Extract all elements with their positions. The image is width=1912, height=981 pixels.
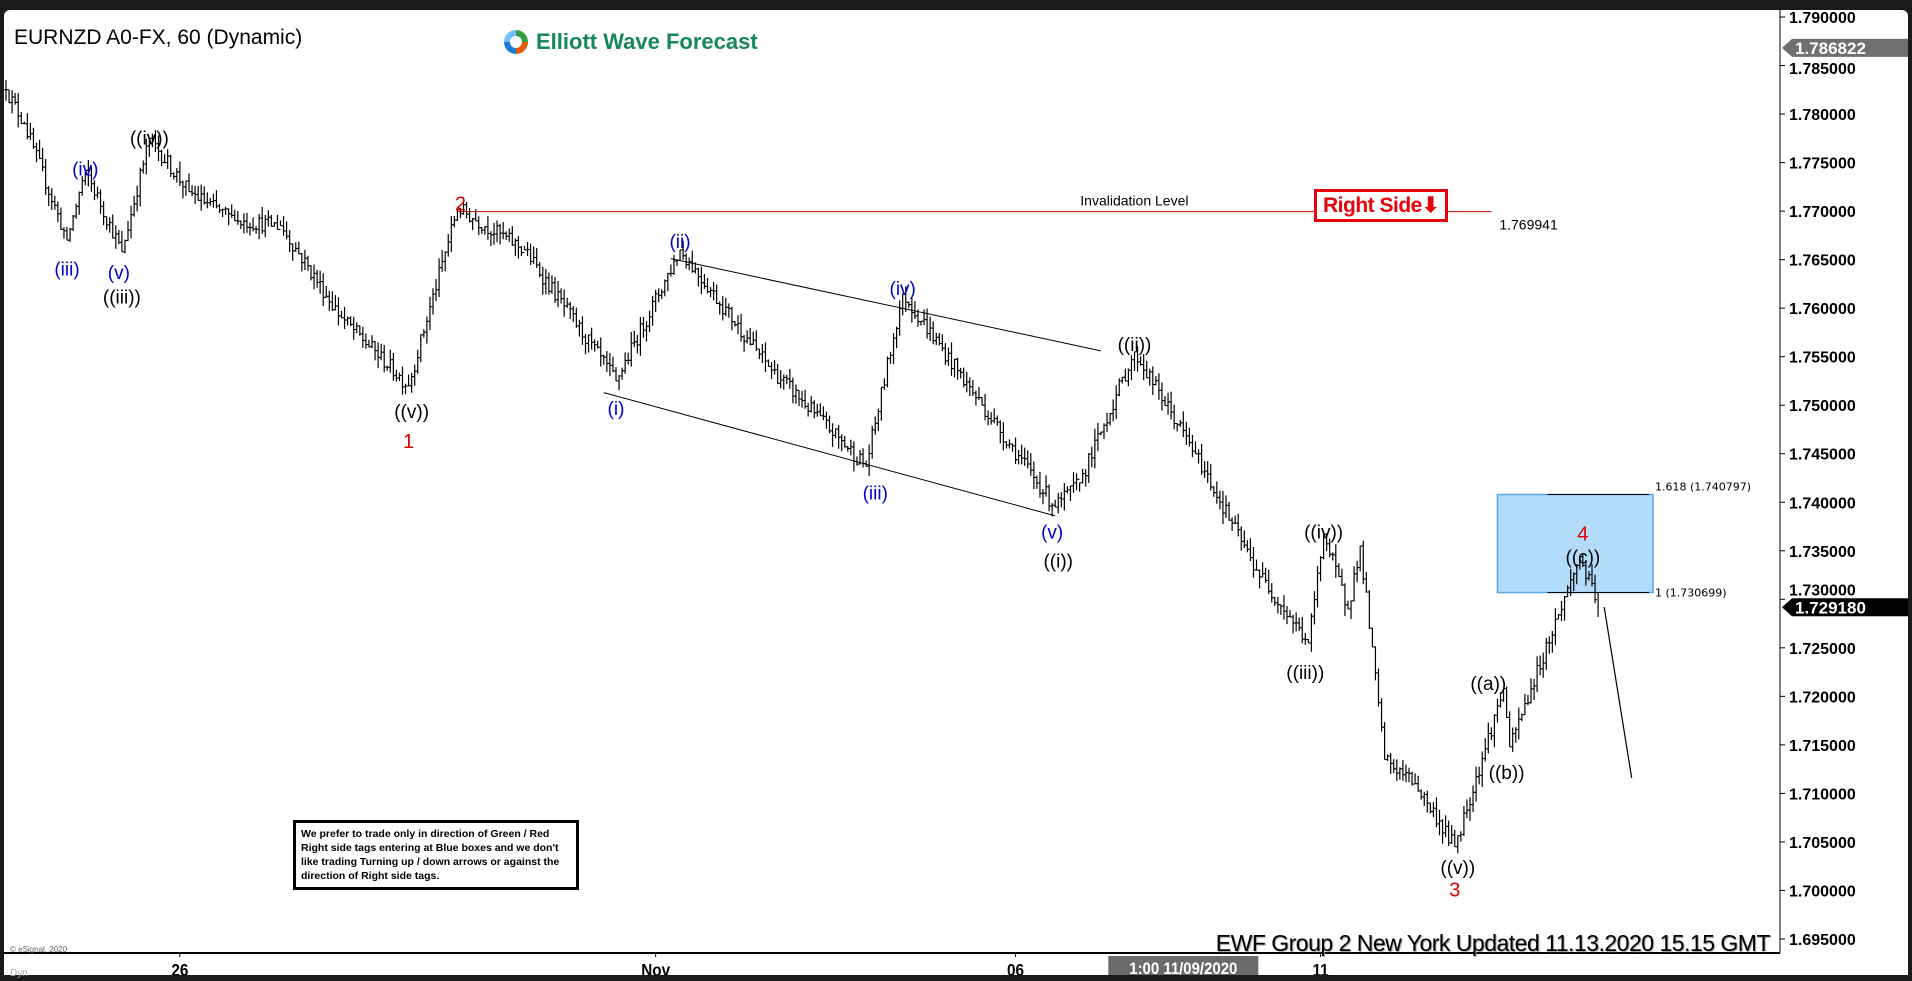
wave-label: ((iv)): [130, 128, 169, 149]
wave-label: 2: [455, 193, 466, 215]
wave-label: ((b)): [1489, 763, 1525, 784]
price-tick-label: 1.785000: [1789, 61, 1856, 78]
chart-panel: 1.618 (1.740797) 1 (1.730699) Invalidation…: [4, 10, 1908, 979]
wave-label: (ii): [669, 232, 690, 253]
price-tick-label: 1.760000: [1789, 301, 1856, 318]
wave-label: ((i)): [1043, 551, 1073, 572]
price-tick-label: 1.755000: [1789, 350, 1856, 367]
price-tick-label: 1.715000: [1789, 738, 1856, 755]
time-tick-label: 11: [1312, 960, 1328, 975]
arrow-down-icon: ⬇: [1421, 194, 1440, 217]
invalidation-label: Invalidation Level: [1080, 193, 1188, 209]
wave-label: ((iv)): [1304, 522, 1343, 543]
wave-label: ((v)): [394, 402, 429, 423]
price-tick-label: 1.735000: [1789, 544, 1856, 561]
wave-label: (iv): [72, 159, 98, 180]
crosshair-time-box: [1108, 956, 1259, 975]
wave-label: ((v)): [1440, 858, 1475, 879]
last-price-tag: [1782, 598, 1908, 617]
price-tick-label: 1.705000: [1789, 835, 1856, 852]
wave-label: ((a)): [1470, 674, 1506, 695]
price-chart[interactable]: 1.618 (1.740797) 1 (1.730699) Invalidation…: [4, 10, 1908, 975]
chart-title: EURNZD A0-FX, 60 (Dynamic): [14, 26, 303, 49]
price-tick-label: 1.720000: [1789, 689, 1856, 706]
price-tick-label: 1.750000: [1789, 398, 1856, 415]
right-side-label: Right Side: [1323, 194, 1422, 217]
updated-text: EWF Group 2 New York Updated 11.13.2020 …: [1215, 930, 1771, 956]
wave-label: ((iii)): [1286, 663, 1324, 684]
invalidation-price: 1.769941: [1499, 217, 1558, 233]
wave-label: (v): [108, 263, 130, 284]
fib-label-1618: 1.618 (1.740797): [1655, 481, 1751, 494]
blue-box: [1496, 493, 1654, 594]
logo-text: Elliott Wave Forecast: [536, 29, 758, 54]
price-tick-label: 1.765000: [1789, 253, 1856, 270]
logo-icon: [504, 30, 528, 54]
last-price-tag-label: 1.729180: [1795, 598, 1866, 617]
price-tick-label: 1.790000: [1789, 10, 1856, 27]
time-tick-label: 06: [1007, 960, 1024, 975]
wave-label: 4: [1577, 523, 1588, 545]
disclaimer-box: We prefer to trade only in direction of …: [293, 820, 579, 890]
wave-label: 1: [403, 431, 414, 453]
price-tick-label: 1.695000: [1789, 932, 1856, 949]
channel-line: [603, 392, 1056, 517]
time-tick-label: 26: [171, 960, 188, 975]
dyn-label: Dyn: [10, 968, 28, 979]
wave-label: ((iii)): [103, 288, 141, 309]
wave-label: (i): [608, 399, 625, 420]
high-price-tag: [1782, 38, 1908, 57]
wave-label: (v): [1041, 522, 1063, 543]
wave-label: (iv): [890, 279, 916, 300]
wave-label: 3: [1449, 879, 1460, 901]
price-tick-label: 1.745000: [1789, 447, 1856, 464]
price-tick-label: 1.775000: [1789, 156, 1856, 173]
time-tick-label: Nov: [641, 960, 671, 975]
copyright: © eSignal, 2020: [10, 945, 68, 954]
right-side-tag: Right Side⬇: [1314, 189, 1448, 222]
price-tick-label: 1.700000: [1789, 883, 1856, 900]
wave-label: (iii): [863, 484, 888, 505]
crosshair-time-label: 1:00 11/09/2020: [1129, 960, 1237, 975]
price-tick-label: 1.770000: [1789, 204, 1856, 221]
projection-line: [1603, 606, 1633, 778]
price-tick-label: 1.740000: [1789, 495, 1856, 512]
high-price-tag-label: 1.786822: [1795, 39, 1866, 58]
fib-label-1: 1 (1.730699): [1655, 587, 1727, 600]
wave-label: ((ii)): [1118, 335, 1152, 356]
price-tick-label: 1.725000: [1789, 641, 1856, 658]
price-tick-label: 1.710000: [1789, 786, 1856, 803]
logo: Elliott Wave Forecast: [502, 28, 758, 56]
wave-label: ((c)): [1565, 547, 1600, 568]
price-tick-label: 1.730000: [1789, 582, 1856, 599]
wave-label: (iii): [54, 259, 79, 280]
channel-line: [670, 258, 1102, 352]
price-tick-label: 1.780000: [1789, 107, 1856, 124]
